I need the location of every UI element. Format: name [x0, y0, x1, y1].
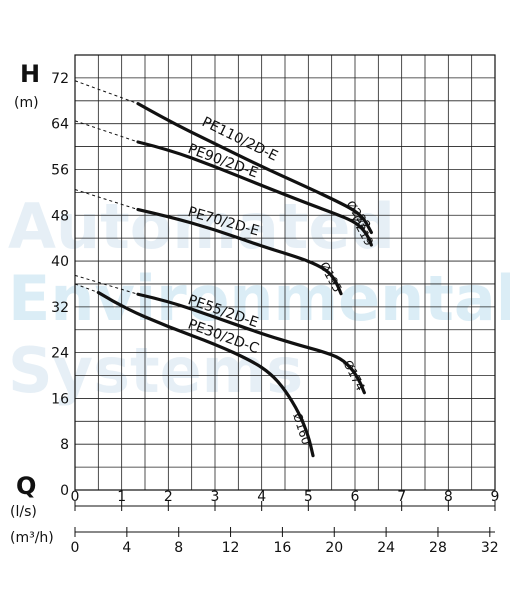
x1-tick-label: 4 — [257, 489, 266, 505]
y-tick-label: 64 — [51, 117, 69, 133]
series-line — [96, 290, 315, 458]
y-axis-symbol: H — [20, 60, 40, 88]
y-axis-unit: (m) — [14, 95, 39, 111]
y-tick-label: 48 — [51, 208, 69, 224]
x1-tick-label: 7 — [397, 489, 406, 505]
x2-tick-label: 12 — [222, 540, 240, 556]
x1-tick-label: 6 — [351, 489, 360, 505]
x2-tick-label: 4 — [122, 540, 131, 556]
x-axis-unit-ls: (l/s) — [10, 504, 37, 520]
x1-tick-label: 1 — [117, 489, 126, 505]
x1-tick-label: 0 — [71, 489, 80, 505]
x2-tick-label: 28 — [429, 540, 447, 556]
y-tick-label: 16 — [51, 391, 69, 407]
series-line — [136, 102, 373, 235]
y-tick-label: 8 — [60, 437, 69, 453]
x2-tick-label: 24 — [377, 540, 395, 556]
x2-tick-label: 20 — [325, 540, 343, 556]
grid-layer — [74, 54, 496, 491]
watermark-line-3: Systems — [8, 334, 303, 407]
x1-tick-label: 9 — [491, 489, 500, 505]
watermark-layer: Automated Environmental Systems — [8, 190, 510, 407]
series-dashed-line — [74, 80, 139, 105]
series-dashed-line — [74, 120, 139, 143]
y-tick-label: 32 — [51, 300, 69, 316]
x2-tick-label: 32 — [481, 540, 499, 556]
plot-frame — [74, 54, 496, 491]
x1-tick-label: 8 — [444, 489, 453, 505]
x2-tick-label: 16 — [273, 540, 291, 556]
series-line — [136, 207, 343, 296]
x-axis-unit-m3h: (m³/h) — [10, 530, 54, 546]
y-tick-label: 24 — [51, 346, 69, 362]
x-axis-symbol: Q — [16, 472, 36, 500]
y-tick-label: 56 — [51, 162, 69, 178]
y-tick-label: 0 — [60, 483, 69, 499]
series-dashed-line — [74, 283, 99, 294]
series-dashed-line — [74, 189, 139, 211]
series-line — [136, 140, 373, 247]
x2-tick-label: 8 — [174, 540, 183, 556]
axis-layer: H (m) Q (l/s) (m³/h) 0816243240485664720… — [10, 60, 499, 556]
x1-tick-label: 3 — [211, 489, 220, 505]
x2-tick-label: 0 — [71, 540, 80, 556]
y-tick-label: 72 — [51, 71, 69, 87]
impeller-label: Ø160 — [290, 411, 313, 446]
y-tick-label: 40 — [51, 254, 69, 270]
series-line — [136, 292, 366, 395]
series-dashed-line — [74, 274, 139, 295]
x1-tick-label: 5 — [304, 489, 313, 505]
watermark-line-2: Environmental — [8, 262, 510, 335]
x1-tick-label: 2 — [164, 489, 173, 505]
